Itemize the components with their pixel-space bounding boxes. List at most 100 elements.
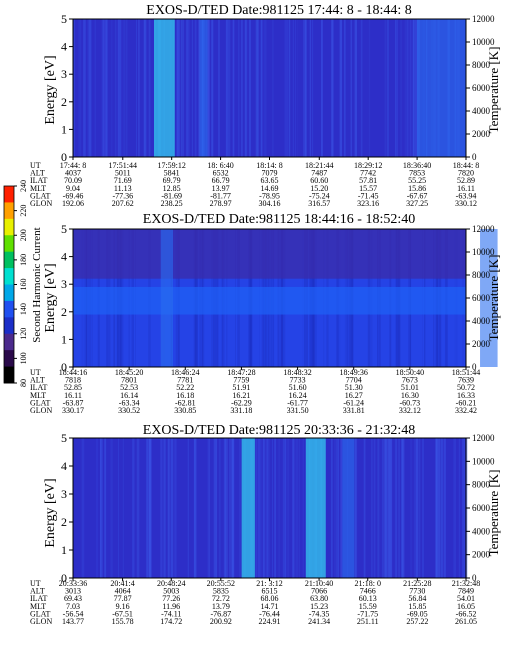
y-tick-label: 2 xyxy=(61,305,67,319)
y-tick-label: 3 xyxy=(61,277,67,291)
y-tick-label: 4 xyxy=(61,40,67,54)
table-cell: 13.97 xyxy=(212,184,230,193)
heatmap-streak xyxy=(298,438,300,578)
table-cell: 77.87 xyxy=(114,594,132,603)
panel-2-axes: 0 1 2 3 4 5 0 2000 4000 6000 8000 10000 12000 xyxy=(61,222,495,374)
heatmap-streak xyxy=(248,19,251,157)
table-cell: 7487 xyxy=(311,169,327,178)
heatmap-streak xyxy=(81,438,85,578)
table-cell: 16.30 xyxy=(401,391,419,400)
table-cell: -71.75 xyxy=(357,609,378,618)
heatmap-streak xyxy=(73,19,75,157)
panel-2-ylabel: Energy [eV] xyxy=(43,263,58,332)
heatmap-streak xyxy=(331,19,334,157)
table-cell: 18:45:20 xyxy=(115,368,143,377)
heatmap-streak xyxy=(191,19,193,157)
heatmap-streak xyxy=(385,438,388,578)
heatmap-streak xyxy=(401,438,403,578)
table-cell: 70.09 xyxy=(64,176,82,185)
heatmap-streak xyxy=(119,19,121,157)
panel-1-axes: 0 1 2 3 4 5 0 2000 4000 6000 8000 10000 12000 xyxy=(61,12,495,164)
table-row-label: MLT xyxy=(30,602,46,611)
table-cell: 18:44: 8 xyxy=(453,161,479,170)
heatmap-streak xyxy=(160,438,163,578)
table-cell: 55.25 xyxy=(408,176,426,185)
heatmap-feature-band xyxy=(417,19,466,157)
table-cell: 51.01 xyxy=(401,383,419,392)
table-cell: -69.05 xyxy=(407,609,428,618)
table-cell: 17:51:44 xyxy=(109,161,137,170)
heatmap-streak xyxy=(287,19,289,157)
table-cell: 332.12 xyxy=(399,406,421,415)
heatmap-streak xyxy=(360,19,363,157)
table-cell: 17:59:12 xyxy=(157,161,185,170)
table-cell: 21:18: 0 xyxy=(355,579,381,588)
r-tick-label: 0 xyxy=(472,362,477,372)
colorbar-swatch xyxy=(4,284,14,302)
heatmap-streak xyxy=(146,438,149,578)
table-cell: 15.86 xyxy=(408,184,426,193)
table-cell: 7704 xyxy=(346,376,362,385)
heatmap-streak xyxy=(228,19,230,157)
y-tick-label: 5 xyxy=(61,12,67,26)
heatmap-streak xyxy=(384,19,386,157)
heatmap-streak xyxy=(284,19,288,157)
heatmap-streak xyxy=(73,19,75,157)
r-tick-label: 12000 xyxy=(472,224,495,234)
heatmap-streak xyxy=(440,438,443,578)
table-cell: 51.60 xyxy=(289,383,307,392)
table-cell: 5841 xyxy=(164,169,180,178)
table-row-label: GLAT xyxy=(30,398,51,407)
heatmap-streak xyxy=(340,438,343,578)
table-cell: -69.46 xyxy=(63,191,84,200)
heatmap-streak xyxy=(174,438,177,578)
y-tick-label: 0 xyxy=(61,571,67,585)
table-cell: 71.69 xyxy=(114,176,132,185)
heatmap-streak xyxy=(395,19,397,157)
heatmap-streak xyxy=(194,19,197,157)
colorbar-tick-label: 220 xyxy=(19,205,28,217)
heatmap-streak xyxy=(136,438,140,578)
table-cell: 304.16 xyxy=(259,199,281,208)
heatmap-streak xyxy=(148,438,151,578)
table-cell: 7818 xyxy=(65,376,81,385)
heatmap-streak xyxy=(176,19,179,157)
heatmap-streak xyxy=(334,438,336,578)
table-cell: 16.33 xyxy=(457,391,475,400)
heatmap-streak xyxy=(453,438,457,578)
heatmap-streak xyxy=(386,19,389,157)
table-cell: 18:29:12 xyxy=(354,161,382,170)
heatmap-streak xyxy=(463,438,465,578)
heatmap-streak xyxy=(331,438,333,578)
table-cell: 331.81 xyxy=(343,406,365,415)
heatmap-streak xyxy=(435,438,438,578)
heatmap-streak xyxy=(211,19,213,157)
table-cell: 7853 xyxy=(409,169,425,178)
table-cell: 15.59 xyxy=(359,602,377,611)
table-cell: -56.54 xyxy=(63,609,84,618)
table-cell: 16.24 xyxy=(289,391,307,400)
heatmap-streak xyxy=(211,19,214,157)
heatmap-streak xyxy=(181,19,183,157)
heatmap-streak xyxy=(338,438,339,578)
table-cell: 192.06 xyxy=(62,199,84,208)
heatmap-streak xyxy=(401,438,403,578)
table-cell: 20:48:24 xyxy=(157,579,185,588)
heatmap-streak xyxy=(416,438,419,578)
table-cell: 68.06 xyxy=(261,594,279,603)
heatmap-feature-band xyxy=(160,229,174,367)
heatmap-streak xyxy=(412,19,416,157)
heatmap-streak xyxy=(374,438,376,578)
heatmap-streak xyxy=(417,438,419,578)
table-cell: 174.72 xyxy=(160,617,182,626)
colorbar-swatch xyxy=(4,317,14,335)
r-tick-label: 8000 xyxy=(472,60,491,70)
colorbar-tick-label: 240 xyxy=(19,180,28,192)
table-cell: 66.79 xyxy=(212,176,230,185)
heatmap-streak xyxy=(283,438,286,578)
table-cell: -62.29 xyxy=(231,398,252,407)
heatmap-streak xyxy=(215,438,217,578)
heatmap-streak xyxy=(402,438,405,578)
table-row-label: ALT xyxy=(30,587,45,596)
